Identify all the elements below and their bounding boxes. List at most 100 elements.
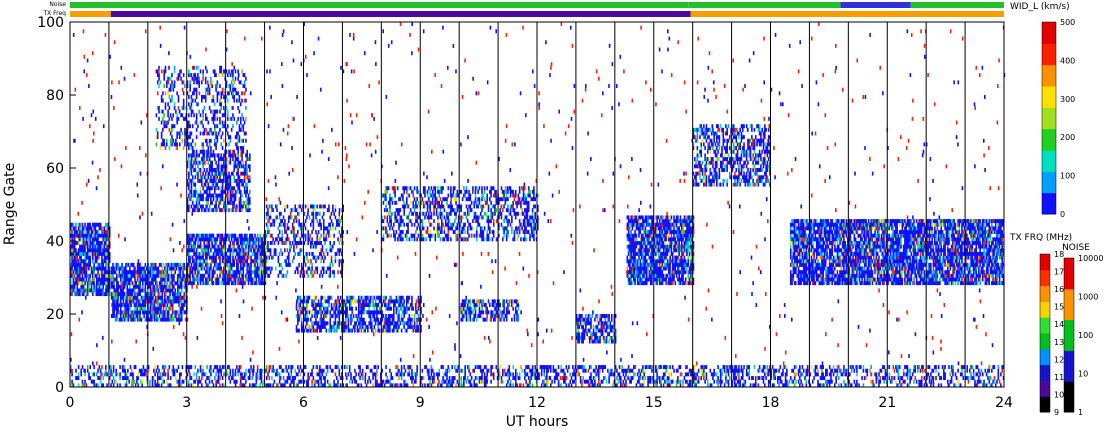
data-cell (701, 131, 704, 136)
data-cell (518, 200, 521, 205)
data-cell (501, 226, 504, 231)
data-cell (450, 200, 452, 205)
data-cell (197, 241, 199, 245)
data-cell (112, 270, 114, 275)
data-cell (265, 259, 268, 264)
data-cell (674, 244, 677, 249)
data-cell (591, 339, 594, 344)
data-cell (269, 270, 272, 275)
data-cell (220, 237, 223, 242)
data-cell (501, 314, 504, 318)
data-cell (105, 241, 107, 245)
data-cell (516, 310, 518, 315)
data-cell (106, 288, 108, 293)
data-cell (110, 281, 113, 286)
data-cell (256, 237, 259, 242)
data-cell (136, 295, 139, 300)
data-cell (386, 219, 389, 224)
data-cell (653, 241, 656, 245)
data-cell (237, 262, 239, 267)
data-cell (154, 306, 157, 311)
data-cell (284, 204, 286, 209)
data-cell (170, 270, 173, 275)
data-cell (390, 321, 393, 326)
data-cell (297, 310, 299, 315)
data-cell (373, 303, 376, 307)
data-cell (184, 310, 187, 315)
data-cell (526, 193, 529, 198)
data-cell (319, 219, 321, 224)
data-cell (409, 324, 412, 329)
data-cell (108, 233, 111, 238)
data-cell (603, 314, 605, 318)
data-cell (81, 281, 84, 286)
data-cell (608, 317, 610, 322)
data-cell (90, 270, 93, 275)
data-cell (396, 200, 399, 205)
data-cell (152, 310, 154, 315)
data-cell (277, 259, 280, 264)
data-cell (332, 244, 334, 249)
data-cell (390, 295, 393, 300)
data-cell (119, 306, 122, 311)
data-cell (79, 270, 81, 275)
data-cell (682, 226, 684, 231)
data-cell (492, 230, 495, 234)
data-cell (369, 314, 372, 318)
data-cell (513, 233, 516, 238)
data-cell (141, 310, 144, 315)
data-cell (73, 241, 76, 245)
data-cell (211, 255, 213, 260)
data-cell (277, 226, 280, 231)
data-cell (298, 251, 300, 256)
data-cell (76, 288, 79, 293)
data-cell (686, 237, 688, 242)
data-cell (678, 270, 680, 275)
data-cell (320, 222, 322, 227)
data-cell (299, 314, 302, 318)
data-cell (491, 237, 494, 242)
data-cell (360, 295, 363, 300)
data-cell (658, 281, 661, 286)
data-cell (612, 339, 614, 344)
data-cell (701, 178, 704, 183)
data-cell (645, 230, 648, 234)
data-cell (526, 215, 529, 220)
data-cell (485, 200, 487, 205)
data-cell (664, 248, 666, 253)
data-cell (673, 277, 675, 282)
data-cell (638, 248, 640, 253)
data-cell (520, 204, 522, 209)
data-cell (311, 204, 313, 209)
data-cell (303, 255, 306, 260)
data-cell (286, 262, 289, 267)
data-cell (132, 310, 135, 315)
data-cell (164, 317, 166, 322)
data-cell (706, 131, 709, 136)
data-cell (605, 321, 608, 326)
data-cell (407, 222, 409, 227)
data-cell (141, 284, 144, 289)
data-cell (243, 241, 246, 245)
data-cell (291, 226, 294, 231)
data-cell (322, 317, 325, 322)
data-cell (413, 321, 416, 326)
data-cell (157, 303, 160, 307)
data-cell (151, 299, 153, 304)
data-cell (151, 288, 153, 293)
data-cell (79, 230, 81, 234)
data-cell (136, 314, 139, 318)
data-cell (191, 273, 194, 278)
data-cell (670, 241, 673, 245)
data-cell (230, 237, 233, 242)
data-cell (635, 259, 638, 264)
data-cell (252, 244, 255, 249)
data-cell (89, 233, 92, 238)
data-cell (106, 262, 108, 267)
data-cell (391, 314, 394, 318)
data-cell (316, 328, 319, 333)
data-cell (112, 310, 114, 315)
data-cell (106, 292, 108, 297)
data-cell (399, 197, 402, 202)
